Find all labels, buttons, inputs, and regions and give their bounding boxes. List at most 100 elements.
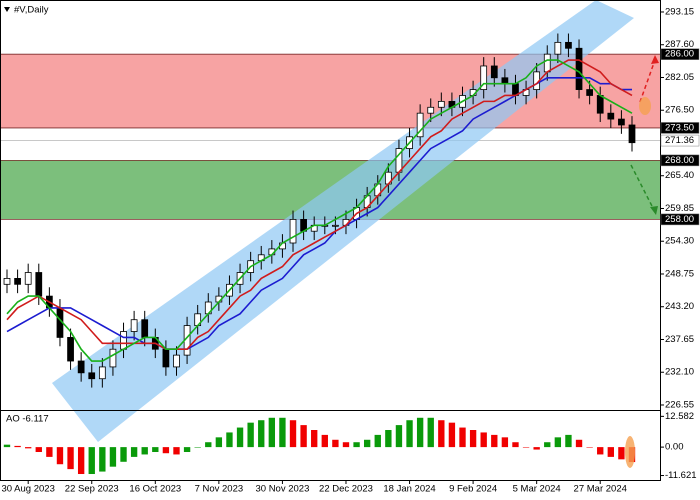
ao-bar	[130, 447, 138, 457]
ao-bar	[416, 417, 424, 448]
candle-body	[77, 360, 85, 374]
ao-bar	[46, 447, 53, 457]
level-label-bg	[660, 48, 700, 60]
chart-title: #V,Daily	[14, 5, 49, 16]
y-tick-label: 293.15	[665, 6, 694, 17]
ao-bar	[575, 439, 583, 448]
ao-bar	[363, 439, 371, 448]
menu-arrow	[4, 7, 10, 12]
x-tick-label: 7 Nov 2023	[195, 484, 244, 495]
y-tick-label: 254.30	[665, 236, 694, 247]
ao-bar	[533, 447, 540, 450]
ao-bar	[311, 430, 318, 448]
candle-body	[120, 331, 127, 350]
candle-body	[109, 348, 117, 368]
ao-bar	[67, 447, 74, 470]
level-label-bg	[660, 154, 700, 167]
level-label: 271.36	[665, 135, 694, 146]
level-label: 273.50	[665, 122, 694, 133]
indicator-title: AO -6.117	[6, 414, 49, 425]
up-arrow	[639, 59, 656, 103]
ao-bar	[395, 425, 403, 448]
candle-body	[173, 354, 180, 368]
x-tick-label: 22 Dec 2023	[319, 484, 373, 495]
ao-panel-frame	[0, 410, 661, 481]
level-label-bg	[660, 213, 700, 226]
candle-body	[416, 112, 424, 138]
ao-bar	[607, 447, 614, 457]
ao-bar	[300, 425, 307, 448]
level-label: 286.00	[665, 49, 694, 60]
ao-bar	[77, 447, 85, 475]
down-arrow	[630, 164, 655, 211]
candle-body	[141, 319, 149, 338]
level-label: 258.00	[665, 214, 694, 225]
x-tick-label: 30 Aug 2023	[2, 484, 55, 495]
moving-average-line	[6, 59, 633, 362]
ao-bar	[141, 447, 148, 455]
ao-bar	[289, 420, 297, 448]
ao-bar	[469, 430, 477, 448]
x-tick-label: 22 Sep 2023	[65, 484, 119, 495]
y-tick-label: 265.40	[665, 170, 694, 181]
ao-bar	[258, 420, 265, 448]
ao-bar	[236, 427, 244, 448]
candle-body	[575, 47, 583, 90]
y-tick-label: 0.00	[665, 442, 684, 453]
ao-bar	[332, 439, 339, 448]
candle-body	[332, 224, 339, 227]
ao-bar	[194, 447, 201, 448]
level-label-bg	[660, 134, 700, 147]
x-tick-label: 27 Mar 2024	[574, 484, 627, 495]
ao-bar	[374, 434, 381, 448]
y-tick-label: 12.582	[665, 411, 694, 422]
ao-bar	[120, 447, 127, 462]
candle-body	[586, 89, 593, 96]
candle-body	[501, 77, 509, 85]
candle-body	[427, 106, 435, 114]
candle-body	[3, 278, 11, 285]
candle-body	[543, 53, 551, 73]
ao-bar	[565, 434, 572, 448]
candle-body	[437, 100, 445, 108]
ao-bar	[247, 422, 254, 448]
candle-body	[618, 118, 625, 126]
ao-bar	[459, 427, 466, 448]
down-arrow-head	[650, 206, 658, 215]
ao-bar	[438, 420, 445, 448]
y-tick-label: 259.85	[665, 203, 694, 214]
highlight-marker	[639, 97, 651, 115]
x-tick-label: 9 Feb 2024	[449, 484, 497, 495]
ao-bar	[99, 447, 106, 472]
level-label: 268.00	[665, 155, 694, 166]
candle-body	[88, 372, 96, 380]
y-tick-label: 237.65	[665, 334, 694, 345]
candle-body	[24, 272, 32, 285]
x-tick-label: 30 Nov 2023	[255, 484, 309, 495]
ao-bar	[173, 447, 180, 455]
candle-body	[596, 95, 604, 114]
ao-bar	[544, 442, 551, 448]
ao-bar	[162, 447, 170, 454]
ao-bar	[618, 447, 625, 460]
ao-bar	[353, 442, 360, 448]
ao-bar	[14, 445, 21, 448]
candle-body	[607, 112, 615, 120]
ao-bar	[205, 442, 212, 448]
y-tick-label: 226.55	[665, 399, 694, 410]
y-tick-label: -11.621	[665, 470, 697, 481]
y-tick-label: 243.20	[665, 301, 694, 312]
y-tick-label: 287.60	[665, 39, 694, 50]
ao-bar	[554, 437, 562, 448]
ao-bar	[35, 447, 42, 453]
ao-bar	[109, 447, 117, 467]
ao-bar	[448, 422, 456, 448]
ao-bar	[385, 430, 392, 448]
ao-bar	[268, 417, 276, 448]
candle-body	[14, 278, 21, 285]
candle-body	[554, 41, 562, 55]
candle-body	[490, 65, 498, 79]
moving-average-line	[6, 59, 633, 351]
ao-bar	[427, 417, 434, 448]
